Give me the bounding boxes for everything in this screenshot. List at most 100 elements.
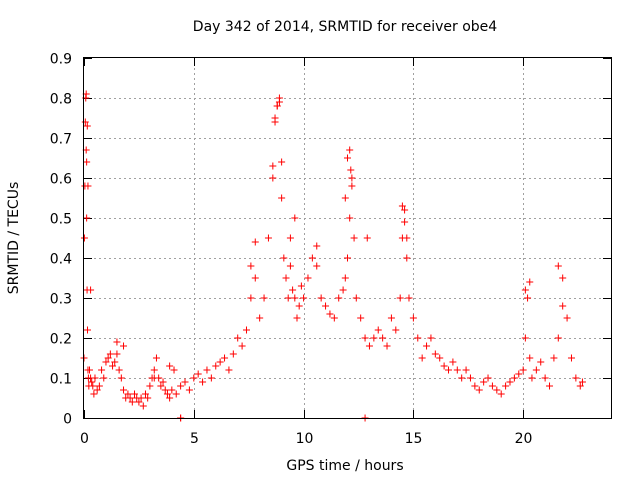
data-point (120, 342, 128, 350)
data-point (139, 402, 147, 410)
data-point (159, 378, 167, 386)
data-point (484, 374, 492, 382)
data-point (269, 174, 277, 182)
data-point (271, 118, 279, 126)
data-point (506, 378, 514, 386)
data-point (466, 374, 474, 382)
data-point (120, 386, 128, 394)
data-point (251, 238, 259, 246)
data-point (502, 382, 510, 390)
data-point (150, 366, 158, 374)
y-tick-labels: 0 0.1 0.2 0.3 0.4 0.5 0.6 0.7 0.8 0.9 (50, 52, 72, 428)
data-point (521, 286, 529, 294)
y-tick-label: 0.1 (50, 372, 72, 388)
data-point (286, 234, 294, 242)
data-point (207, 374, 215, 382)
data-point (346, 146, 354, 154)
plot-frame (83, 57, 612, 419)
data-point (144, 394, 152, 402)
data-point (177, 382, 185, 390)
data-point (100, 374, 108, 382)
data-point (409, 314, 417, 322)
data-point (84, 326, 92, 334)
data-point (401, 206, 409, 214)
x-tick-label: 10 (296, 431, 314, 447)
data-point (83, 214, 91, 222)
data-point (401, 218, 409, 226)
data-point (166, 394, 174, 402)
data-point (532, 366, 540, 374)
data-point (234, 334, 242, 342)
data-point (273, 102, 281, 110)
data-point (554, 262, 562, 270)
data-point (344, 154, 351, 162)
data-point (256, 314, 264, 322)
data-point (346, 214, 354, 222)
data-point (104, 354, 112, 362)
data-point (374, 326, 382, 334)
data-point (418, 354, 426, 362)
data-point (91, 374, 99, 382)
data-point (297, 282, 305, 290)
data-point (221, 354, 229, 362)
data-point (137, 394, 145, 402)
data-point (563, 314, 571, 322)
data-point (157, 382, 165, 390)
data-point (286, 262, 294, 270)
data-point (396, 294, 404, 302)
data-point (541, 374, 549, 382)
data-point (181, 378, 189, 386)
data-point (304, 274, 312, 282)
data-point (405, 294, 413, 302)
data-point (488, 382, 496, 390)
data-point (453, 366, 461, 374)
data-point (510, 374, 518, 382)
data-point (80, 234, 88, 242)
data-point (475, 386, 483, 394)
data-point (341, 194, 349, 202)
data-point (497, 390, 505, 398)
data-point (335, 294, 343, 302)
data-point (293, 314, 301, 322)
data-point (423, 342, 431, 350)
data-point (291, 214, 299, 222)
data-point (383, 342, 391, 350)
data-point (216, 358, 224, 366)
data-point (528, 374, 536, 382)
data-point (212, 362, 220, 370)
data-point (352, 294, 360, 302)
grid-lines (84, 58, 611, 418)
data-point (471, 382, 479, 390)
data-point (251, 274, 259, 282)
data-point (83, 158, 91, 166)
data-point (427, 334, 435, 342)
y-tick-label: 0.7 (50, 132, 72, 148)
data-point (365, 342, 373, 350)
data-point (93, 386, 101, 394)
data-point (546, 382, 554, 390)
chart-title: Day 342 of 2014, SRMTID for receiver obe… (193, 19, 497, 35)
data-point (554, 334, 562, 342)
data-point (282, 274, 290, 282)
data-point (83, 122, 91, 130)
data-point (445, 366, 453, 374)
x-tick-label: 15 (405, 431, 423, 447)
data-point (85, 366, 93, 374)
data-point (291, 294, 299, 302)
data-point (113, 350, 121, 358)
data-point (88, 378, 96, 386)
data-point (190, 374, 198, 382)
data-point (348, 182, 356, 190)
data-point (284, 294, 292, 302)
data-point (278, 158, 286, 166)
data-point (398, 202, 406, 210)
data-point (238, 342, 246, 350)
data-point (339, 286, 347, 294)
data-point (572, 374, 580, 382)
data-point (449, 358, 457, 366)
data-point (185, 386, 193, 394)
data-point (106, 350, 114, 358)
data-point (537, 358, 545, 366)
data-point (436, 354, 444, 362)
